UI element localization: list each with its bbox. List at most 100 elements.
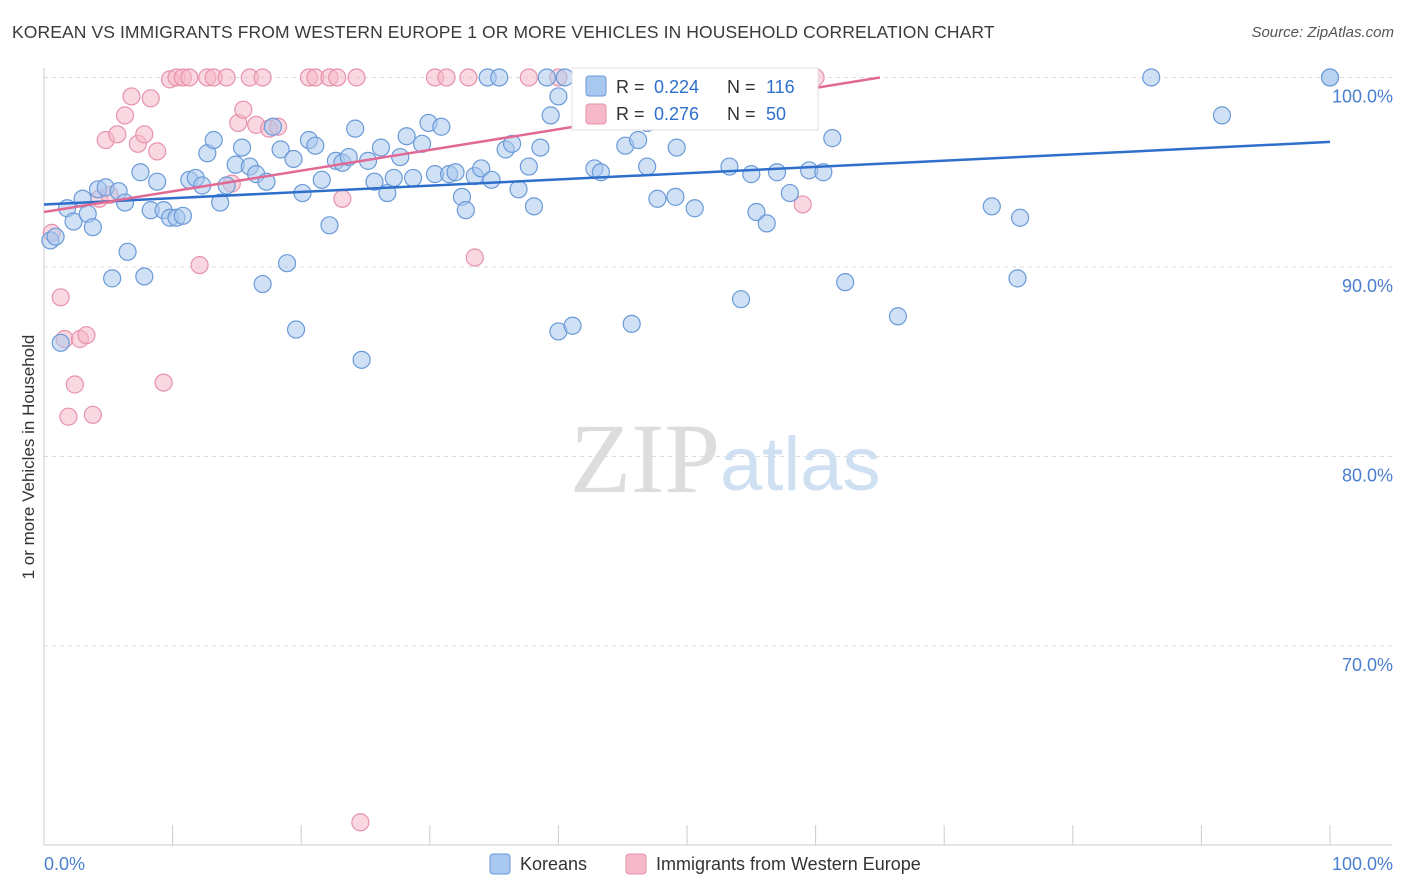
chart-title: KOREAN VS IMMIGRANTS FROM WESTERN EUROPE… [12, 22, 995, 42]
immigrants-point [108, 125, 127, 144]
korean-point [667, 138, 686, 157]
korean-point [1010, 208, 1030, 227]
korean-point [685, 199, 704, 218]
x-tick-label-min: 0.0% [44, 854, 85, 874]
stats-legend-box [571, 67, 819, 131]
watermark-atlas: atlas [720, 422, 881, 507]
y-axis-label: 1 or more Vehicles in Household [19, 335, 38, 580]
korean-point [173, 206, 192, 225]
immigrants-stat-swatch [585, 103, 607, 125]
korean-point [524, 197, 544, 216]
immigrants-legend-swatch [625, 853, 647, 875]
korean-point [365, 172, 384, 191]
korean-point [217, 176, 236, 195]
korean-point [456, 201, 475, 220]
watermark-zip: ZIP [570, 403, 720, 514]
koreans-n-label: N = [727, 77, 756, 97]
korean-point [211, 193, 230, 212]
korean-point [482, 170, 501, 189]
immigrants-n-label: N = [727, 104, 756, 124]
korean-point [509, 180, 528, 199]
immigrants-point [519, 68, 538, 87]
immigrants-point [234, 100, 253, 119]
koreans-legend-label: Koreans [520, 854, 587, 874]
korean-point [537, 68, 556, 87]
korean-point [472, 159, 491, 178]
korean-point [836, 273, 855, 292]
immigrants-n-value: 50 [766, 104, 786, 124]
korean-point [563, 316, 582, 335]
koreans-n-value: 116 [766, 77, 795, 97]
immigrants-point [51, 288, 70, 307]
korean-point [232, 138, 252, 157]
korean-point [747, 202, 766, 222]
immigrants-point [328, 68, 347, 87]
immigrants-point [217, 68, 236, 87]
korean-point [135, 267, 154, 286]
korean-point [549, 87, 568, 106]
immigrants-r-label: R = [616, 104, 645, 124]
korean-point [286, 320, 306, 339]
korean-point [666, 187, 685, 206]
y-axis-tick-labels: 100.0% 90.0% 80.0% 70.0% [1332, 86, 1393, 675]
korean-point [638, 157, 657, 176]
immigrants-point [77, 326, 96, 345]
korean-point [780, 183, 799, 203]
immigrants-point [115, 106, 135, 125]
korean-point [432, 117, 451, 136]
korean-point [83, 218, 102, 237]
korean-point [982, 197, 1001, 216]
korean-point [446, 163, 465, 182]
immigrants-point [347, 68, 366, 87]
korean-point [1008, 269, 1027, 288]
korean-point [757, 214, 776, 233]
koreans-trend-line [43, 140, 1331, 206]
korean-point [118, 242, 137, 261]
korean-point [384, 168, 403, 188]
immigrants-point [190, 255, 209, 275]
korean-point [271, 140, 290, 159]
immigrants-r-value: 0.276 [654, 104, 699, 124]
korean-point [391, 147, 410, 167]
immigrants-point [437, 68, 456, 87]
korean-point [371, 138, 391, 157]
korean-point [46, 227, 65, 246]
korean-point [397, 127, 416, 146]
korean-point [403, 168, 423, 188]
korean-point [103, 269, 122, 288]
koreans-r-label: R = [616, 77, 645, 97]
immigrants-point [465, 248, 484, 267]
korean-point [888, 307, 908, 326]
korean-point [1142, 68, 1161, 87]
immigrants-point [83, 405, 102, 424]
korean-point [490, 68, 509, 87]
immigrants-point [351, 813, 370, 832]
korean-point [277, 254, 297, 273]
immigrants-point [459, 68, 478, 87]
immigrants-point [59, 407, 78, 426]
koreans-r-value: 0.224 [654, 77, 699, 97]
korean-point [148, 172, 167, 191]
korean-point [352, 350, 371, 369]
korean-point [648, 189, 667, 208]
immigrants-point [793, 195, 812, 214]
immigrants-point [135, 125, 154, 144]
korean-point [204, 130, 223, 150]
immigrants-point [122, 87, 141, 106]
x-tick-label-max: 100.0% [1332, 854, 1393, 874]
korean-point [541, 106, 560, 125]
immigrants-point [148, 142, 167, 161]
koreans-stat-swatch [585, 75, 607, 97]
x-axis [43, 68, 1392, 846]
korean-point [823, 129, 842, 148]
bottom-legend: Koreans Immigrants from Western Europe [489, 853, 921, 875]
y-tick-label: 80.0% [1342, 466, 1393, 486]
korean-point [320, 216, 339, 235]
korean-point [622, 314, 641, 333]
korean-point [1212, 106, 1232, 125]
koreans-legend-swatch [489, 853, 511, 875]
immigrants-legend-label: Immigrants from Western Europe [656, 854, 921, 874]
korean-point [306, 136, 325, 155]
immigrants-point [180, 68, 199, 87]
immigrants-point [333, 189, 352, 208]
